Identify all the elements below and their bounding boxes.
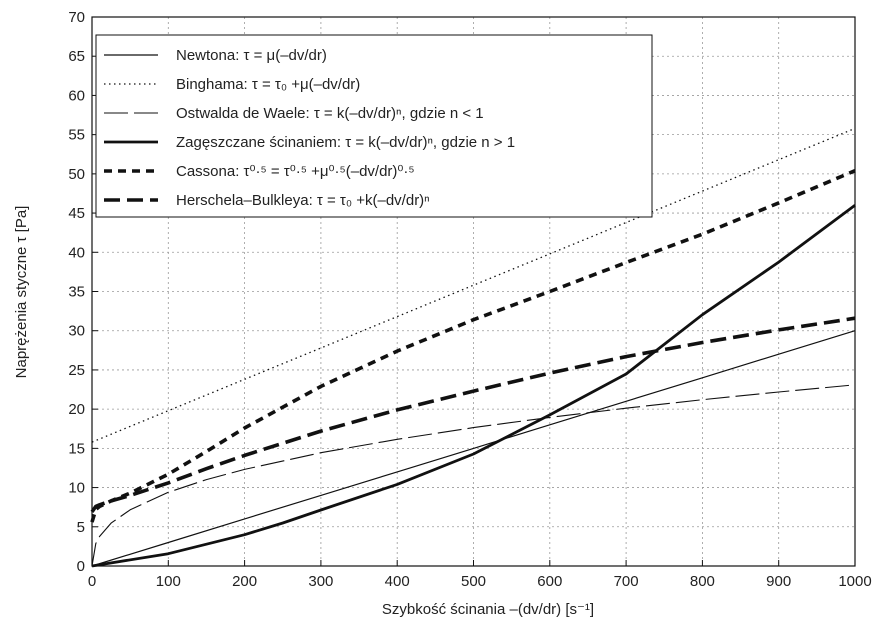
ticks: 0 100 200 300 400 500 600 700 800 900 1000 0 5 10 15 20… bbox=[68, 9, 871, 590]
y-tick-label: 40 bbox=[68, 244, 85, 261]
y-tick-label: 15 bbox=[68, 440, 85, 457]
legend-label: Zagęszczane ścinaniem: τ = k(–dv/dr)ⁿ, g… bbox=[176, 134, 515, 151]
y-tick-label: 20 bbox=[68, 401, 85, 418]
series-line-1 bbox=[91, 330, 856, 567]
x-tick-label: 600 bbox=[537, 573, 562, 590]
legend-item: Cassona: τ⁰·⁵ = τ⁰·⁵ +μ⁰·⁵(–dv/dr)⁰·⁵ bbox=[104, 163, 415, 180]
legend-label: Ostwalda de Waele: τ = k(–dv/dr)ⁿ, gdzie… bbox=[176, 105, 484, 122]
y-tick-label: 30 bbox=[68, 323, 85, 340]
series-layer bbox=[90, 127, 856, 568]
y-tick-label: 5 bbox=[77, 519, 85, 536]
x-tick-label: 1000 bbox=[838, 573, 871, 590]
y-tick-label: 70 bbox=[68, 9, 85, 26]
x-tick-label: 0 bbox=[88, 573, 96, 590]
legend-label: Binghama: τ = τ₀ +μ(–dv/dr) bbox=[176, 76, 360, 93]
legend-item: Binghama: τ = τ₀ +μ(–dv/dr) bbox=[104, 76, 360, 93]
legend-label: Newtona: τ = μ(–dv/dr) bbox=[176, 47, 327, 64]
legend-label: Herschela–Bulkleya: τ = τ₀ +k(–dv/dr)ⁿ bbox=[176, 192, 430, 209]
y-tick-label: 65 bbox=[68, 48, 85, 65]
x-tick-label: 400 bbox=[385, 573, 410, 590]
legend: Newtona: τ = μ(–dv/dr) Binghama: τ = τ₀ +… bbox=[95, 34, 653, 218]
legend-label: Cassona: τ⁰·⁵ = τ⁰·⁵ +μ⁰·⁵(–dv/dr)⁰·⁵ bbox=[176, 163, 415, 180]
legend-item: Ostwalda de Waele: τ = k(–dv/dr)ⁿ, gdzie… bbox=[104, 105, 484, 122]
x-tick-label: 800 bbox=[690, 573, 715, 590]
legend-box bbox=[95, 34, 653, 218]
y-tick-label: 45 bbox=[68, 205, 85, 222]
y-tick-label: 35 bbox=[68, 284, 85, 301]
y-tick-label: 50 bbox=[68, 166, 85, 183]
y-tick-label: 55 bbox=[68, 127, 85, 144]
x-tick-label: 100 bbox=[156, 573, 181, 590]
legend-item: Herschela–Bulkleya: τ = τ₀ +k(–dv/dr)ⁿ bbox=[104, 192, 430, 209]
series-line-4 bbox=[91, 204, 856, 568]
x-tick-label: 900 bbox=[766, 573, 791, 590]
series-line-5 bbox=[90, 169, 856, 523]
y-tick-label: 10 bbox=[68, 480, 85, 497]
x-tick-label: 500 bbox=[461, 573, 486, 590]
legend-item: Zagęszczane ścinaniem: τ = k(–dv/dr)ⁿ, g… bbox=[104, 134, 515, 151]
x-axis-title: Szybkość ścinania –(dv/dr) [s⁻¹] bbox=[382, 601, 594, 618]
y-tick-label: 0 bbox=[77, 558, 85, 575]
x-tick-label: 200 bbox=[232, 573, 257, 590]
y-tick-label: 25 bbox=[68, 362, 85, 379]
series-line-3 bbox=[91, 384, 856, 567]
x-tick-label: 300 bbox=[308, 573, 333, 590]
x-tick-label: 700 bbox=[614, 573, 639, 590]
y-tick-label: 60 bbox=[68, 87, 85, 104]
y-axis-title: Naprężenia styczne τ [Pa] bbox=[13, 206, 30, 379]
legend-item: Newtona: τ = μ(–dv/dr) bbox=[104, 47, 327, 64]
